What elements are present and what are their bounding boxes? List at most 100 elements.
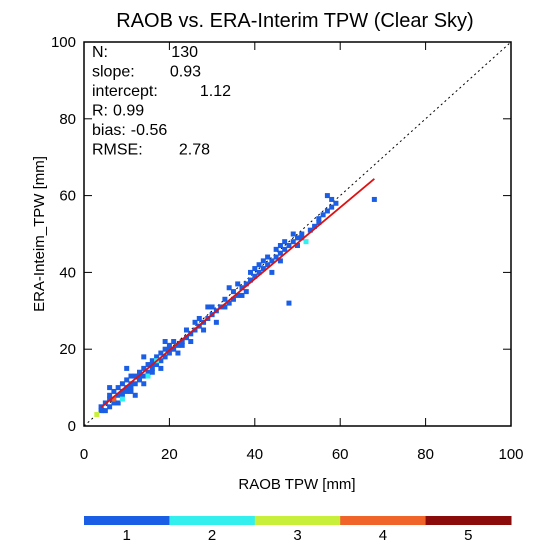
plot-area xyxy=(83,41,512,427)
data-point xyxy=(239,292,245,298)
colorbar-label: 5 xyxy=(464,527,472,544)
colorbar-label: 1 xyxy=(123,527,131,544)
data-point xyxy=(128,373,134,379)
data-point xyxy=(324,193,330,199)
data-point xyxy=(119,381,125,387)
x-axis: 0 20 40 60 80 100 xyxy=(80,42,524,463)
stat-value: 2.78 xyxy=(179,142,210,159)
data-point xyxy=(192,319,198,325)
data-point xyxy=(205,304,211,310)
data-point xyxy=(179,342,185,348)
data-point xyxy=(107,385,113,391)
y-tick-label: 100 xyxy=(51,34,76,51)
data-point xyxy=(115,392,121,398)
data-point xyxy=(196,315,202,321)
data-point xyxy=(282,239,288,245)
plot-frame xyxy=(83,41,512,427)
data-point xyxy=(329,204,335,210)
data-point xyxy=(175,350,181,356)
data-point xyxy=(265,254,271,260)
data-point xyxy=(162,339,168,345)
x-tick-label: 80 xyxy=(417,446,434,463)
data-point xyxy=(303,239,309,245)
data-point xyxy=(162,354,168,360)
data-point xyxy=(277,250,283,256)
chart-title: RAOB vs. ERA-Interim TPW (Clear Sky) xyxy=(116,10,473,32)
stat-label: RMSE: xyxy=(92,142,143,159)
data-point xyxy=(183,335,189,341)
data-point xyxy=(273,254,279,260)
data-point xyxy=(162,346,168,352)
data-point xyxy=(290,239,296,245)
data-point xyxy=(124,388,130,394)
colorbar-segment xyxy=(425,516,512,525)
data-point xyxy=(260,266,266,272)
data-point xyxy=(235,281,241,287)
stat-label: slope: xyxy=(92,64,135,81)
colorbar-label: 2 xyxy=(208,527,216,544)
data-point xyxy=(158,358,164,364)
data-point xyxy=(269,269,275,275)
data-point xyxy=(141,365,147,371)
data-point xyxy=(299,235,305,241)
data-point xyxy=(128,388,134,394)
data-point xyxy=(329,196,335,202)
data-point xyxy=(248,269,254,275)
colorbar-label: 3 xyxy=(293,527,301,544)
data-point xyxy=(107,392,113,398)
data-point xyxy=(277,258,283,264)
data-point xyxy=(209,304,215,310)
data-point xyxy=(265,262,271,268)
data-point xyxy=(175,342,181,348)
x-tick-label: 40 xyxy=(246,446,263,463)
data-point xyxy=(119,388,125,394)
data-point xyxy=(124,365,130,371)
data-point xyxy=(107,404,113,410)
stat-value: 0.93 xyxy=(170,64,201,81)
data-point xyxy=(166,350,172,356)
stats-box: N: 130 slope: 0.93 intercept: 1.12 R: 0.99 bias:… xyxy=(92,44,231,159)
data-point xyxy=(137,369,143,375)
data-point xyxy=(260,258,266,264)
stat-label: R: xyxy=(92,103,108,120)
data-point xyxy=(141,354,147,360)
data-point xyxy=(111,396,117,402)
data-point xyxy=(312,223,318,229)
data-point xyxy=(141,373,147,379)
data-point xyxy=(333,200,339,206)
data-point xyxy=(316,216,322,222)
data-point xyxy=(158,350,164,356)
data-point xyxy=(371,196,377,202)
data-point xyxy=(171,339,177,345)
data-point xyxy=(145,369,151,375)
data-point xyxy=(320,212,326,218)
data-point xyxy=(277,243,283,249)
stat-value: 1.12 xyxy=(200,83,231,100)
data-point xyxy=(128,381,134,387)
y-tick-label: 80 xyxy=(59,111,76,128)
data-point xyxy=(282,246,288,252)
data-point xyxy=(252,273,258,279)
data-point xyxy=(226,285,232,291)
data-point xyxy=(295,235,300,241)
stat-value: -0.56 xyxy=(131,122,168,139)
data-point xyxy=(243,289,249,295)
x-tick-label: 0 xyxy=(80,446,88,463)
stat-value: 130 xyxy=(171,44,198,61)
data-point xyxy=(230,296,236,302)
data-point xyxy=(171,346,177,352)
data-point xyxy=(149,369,155,375)
data-point xyxy=(248,277,254,283)
x-tick-label: 60 xyxy=(332,446,349,463)
data-point xyxy=(188,339,194,345)
x-tick-label: 20 xyxy=(161,446,178,463)
data-point xyxy=(128,385,134,391)
colorbar-segment xyxy=(254,516,341,525)
colorbar-segment xyxy=(84,516,170,525)
data-point xyxy=(230,289,236,295)
fit-line xyxy=(100,178,375,409)
data-point xyxy=(324,208,330,214)
data-point xyxy=(102,408,108,414)
data-point xyxy=(286,300,292,306)
